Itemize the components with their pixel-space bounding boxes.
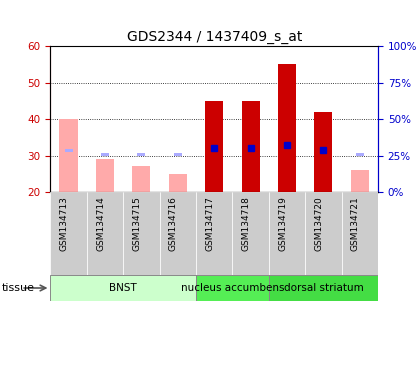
FancyBboxPatch shape [123,192,160,275]
Text: tissue: tissue [2,283,35,293]
FancyBboxPatch shape [269,275,378,301]
Text: GSM134719: GSM134719 [278,196,287,251]
Text: GSM134717: GSM134717 [205,196,214,251]
Text: GSM134716: GSM134716 [169,196,178,251]
Text: GSM134718: GSM134718 [241,196,251,251]
Bar [314,112,333,192]
Bar [278,64,296,192]
FancyBboxPatch shape [50,275,196,301]
FancyBboxPatch shape [87,192,123,275]
Text: BNST: BNST [109,283,137,293]
Text: GSM134713: GSM134713 [60,196,68,251]
FancyBboxPatch shape [196,275,269,301]
Bar [65,149,73,152]
Bar [356,153,364,156]
Bar [351,170,369,192]
Bar [205,101,223,192]
Text: nucleus accumbens: nucleus accumbens [181,283,284,293]
Text: GSM134721: GSM134721 [351,196,360,251]
Bar [169,174,187,192]
Title: GDS2344 / 1437409_s_at: GDS2344 / 1437409_s_at [126,30,302,44]
FancyBboxPatch shape [50,192,87,275]
Text: dorsal striatum: dorsal striatum [284,283,363,293]
FancyBboxPatch shape [341,192,378,275]
Bar [96,159,114,192]
Text: GSM134715: GSM134715 [132,196,142,251]
FancyBboxPatch shape [196,192,232,275]
Bar [60,119,78,192]
Bar [132,167,150,192]
FancyBboxPatch shape [160,192,196,275]
FancyBboxPatch shape [269,192,305,275]
Bar [137,153,145,156]
Bar [241,101,260,192]
FancyBboxPatch shape [305,192,341,275]
Text: GSM134720: GSM134720 [315,196,323,251]
FancyBboxPatch shape [232,192,269,275]
Bar [174,153,182,156]
Text: GSM134714: GSM134714 [96,196,105,251]
Bar [101,153,109,156]
